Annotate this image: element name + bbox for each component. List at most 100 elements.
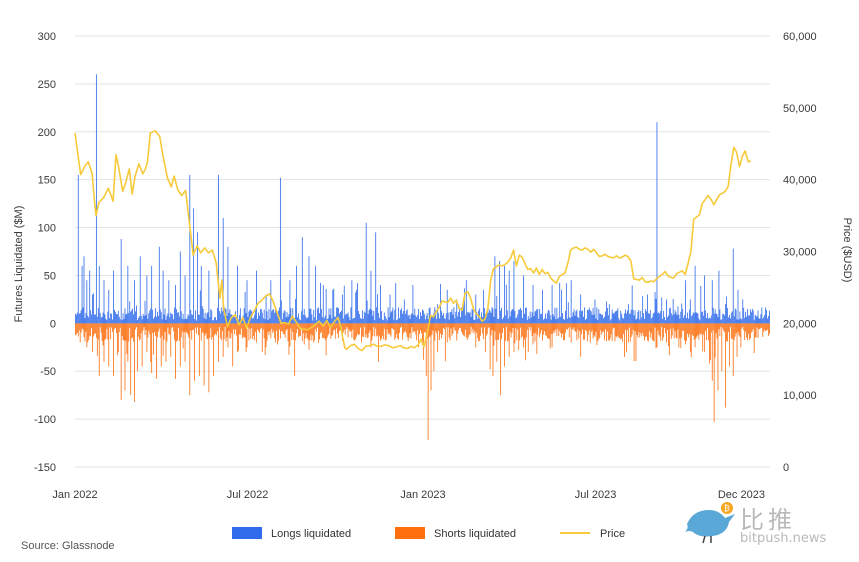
- longs-bar: [754, 314, 756, 324]
- longs-bar: [495, 308, 497, 324]
- longs-bar: [453, 307, 455, 324]
- longs-bar: [536, 309, 538, 324]
- longs-bar: [659, 313, 661, 324]
- legend-longs-label: Longs liquidated: [271, 528, 351, 540]
- longs-bar: [647, 294, 648, 324]
- shorts-bar: [270, 323, 272, 339]
- shorts-bar: [83, 323, 85, 337]
- watermark-en: bitpush.news: [740, 531, 827, 546]
- longs-bar: [694, 265, 696, 324]
- shorts-bar: [648, 323, 650, 332]
- longs-bar: [761, 307, 763, 324]
- longs-bar: [502, 319, 503, 324]
- shorts-bar: [145, 323, 147, 331]
- shorts-bar: [663, 323, 665, 338]
- shorts-bar: [619, 323, 621, 338]
- longs-bar: [588, 307, 590, 324]
- shorts-bar: [387, 323, 389, 335]
- shorts-bar: [248, 323, 250, 341]
- longs-bar: [742, 299, 744, 324]
- shorts-bar: [521, 323, 522, 338]
- shorts-bar: [84, 323, 86, 342]
- shorts-bar: [636, 323, 638, 335]
- shorts-bar: [729, 323, 731, 327]
- shorts-bar: [482, 323, 483, 334]
- longs-bar: [291, 319, 293, 324]
- longs-bar: [506, 310, 508, 324]
- longs-bar: [550, 319, 552, 324]
- longs-bar: [270, 280, 272, 324]
- longs-bar: [492, 308, 494, 324]
- shorts-bar: [149, 323, 151, 335]
- shorts-bar: [292, 323, 294, 333]
- shorts-bar: [202, 323, 204, 333]
- shorts-bar: [160, 323, 162, 367]
- longs-bar: [457, 316, 459, 324]
- longs-bar: [220, 307, 222, 324]
- longs-bar: [254, 314, 256, 324]
- longs-bar: [141, 319, 143, 324]
- shorts-bar: [260, 323, 262, 328]
- shorts-bar: [761, 323, 763, 329]
- shorts-bar: [591, 323, 593, 331]
- shorts-bar: [232, 323, 234, 367]
- shorts-bar: [618, 323, 620, 338]
- shorts-bar: [743, 323, 745, 331]
- longs-bar: [84, 318, 86, 324]
- longs-bar: [509, 316, 511, 324]
- longs-bar: [700, 285, 702, 324]
- shorts-bar: [178, 323, 180, 341]
- longs-bar: [379, 317, 380, 324]
- shorts-bar: [363, 323, 365, 327]
- shorts-bar: [500, 323, 502, 396]
- longs-bar: [156, 316, 157, 324]
- shorts-bar: [318, 323, 319, 343]
- longs-bar: [532, 285, 534, 324]
- shorts-bar: [352, 323, 354, 330]
- longs-bar: [598, 309, 600, 324]
- longs-bar: [651, 317, 653, 324]
- longs-bar: [500, 310, 502, 324]
- shorts-bar: [319, 323, 320, 340]
- shorts-bar: [228, 323, 230, 332]
- shorts-bar: [659, 323, 661, 337]
- longs-bar: [703, 315, 705, 324]
- shorts-bar: [90, 323, 92, 337]
- longs-bar: [592, 307, 594, 324]
- shorts-bar: [603, 323, 604, 332]
- longs-bar: [121, 320, 123, 324]
- longs-bar: [553, 316, 555, 324]
- longs-bar: [389, 294, 391, 324]
- longs-bar: [146, 275, 148, 324]
- shorts-bar: [100, 323, 102, 333]
- longs-bar: [647, 313, 649, 324]
- longs-bar: [663, 310, 665, 324]
- longs-bar: [747, 308, 748, 324]
- shorts-bar: [92, 323, 93, 353]
- longs-bar: [580, 294, 582, 324]
- longs-bar: [565, 310, 566, 324]
- shorts-bar: [686, 323, 687, 341]
- shorts-bar: [565, 323, 567, 330]
- shorts-bar: [263, 323, 265, 339]
- shorts-bar: [356, 323, 358, 337]
- shorts-bar: [283, 323, 285, 335]
- longs-bar: [736, 319, 738, 324]
- longs-bar: [413, 314, 415, 324]
- shorts-bar: [639, 323, 641, 338]
- shorts-bar: [477, 323, 479, 339]
- shorts-bar: [653, 323, 655, 342]
- shorts-bar: [374, 323, 376, 337]
- longs-bar: [570, 280, 572, 324]
- shorts-bar: [580, 323, 582, 357]
- shorts-bar: [725, 323, 727, 408]
- longs-bar: [528, 318, 530, 324]
- longs-bar: [356, 289, 358, 324]
- longs-bar: [465, 280, 467, 324]
- shorts-bar: [401, 323, 402, 327]
- shorts-bars: [75, 323, 770, 441]
- shorts-bar: [647, 323, 648, 341]
- shorts-bar: [250, 323, 252, 339]
- longs-bar: [523, 275, 524, 324]
- shorts-bar: [242, 323, 244, 337]
